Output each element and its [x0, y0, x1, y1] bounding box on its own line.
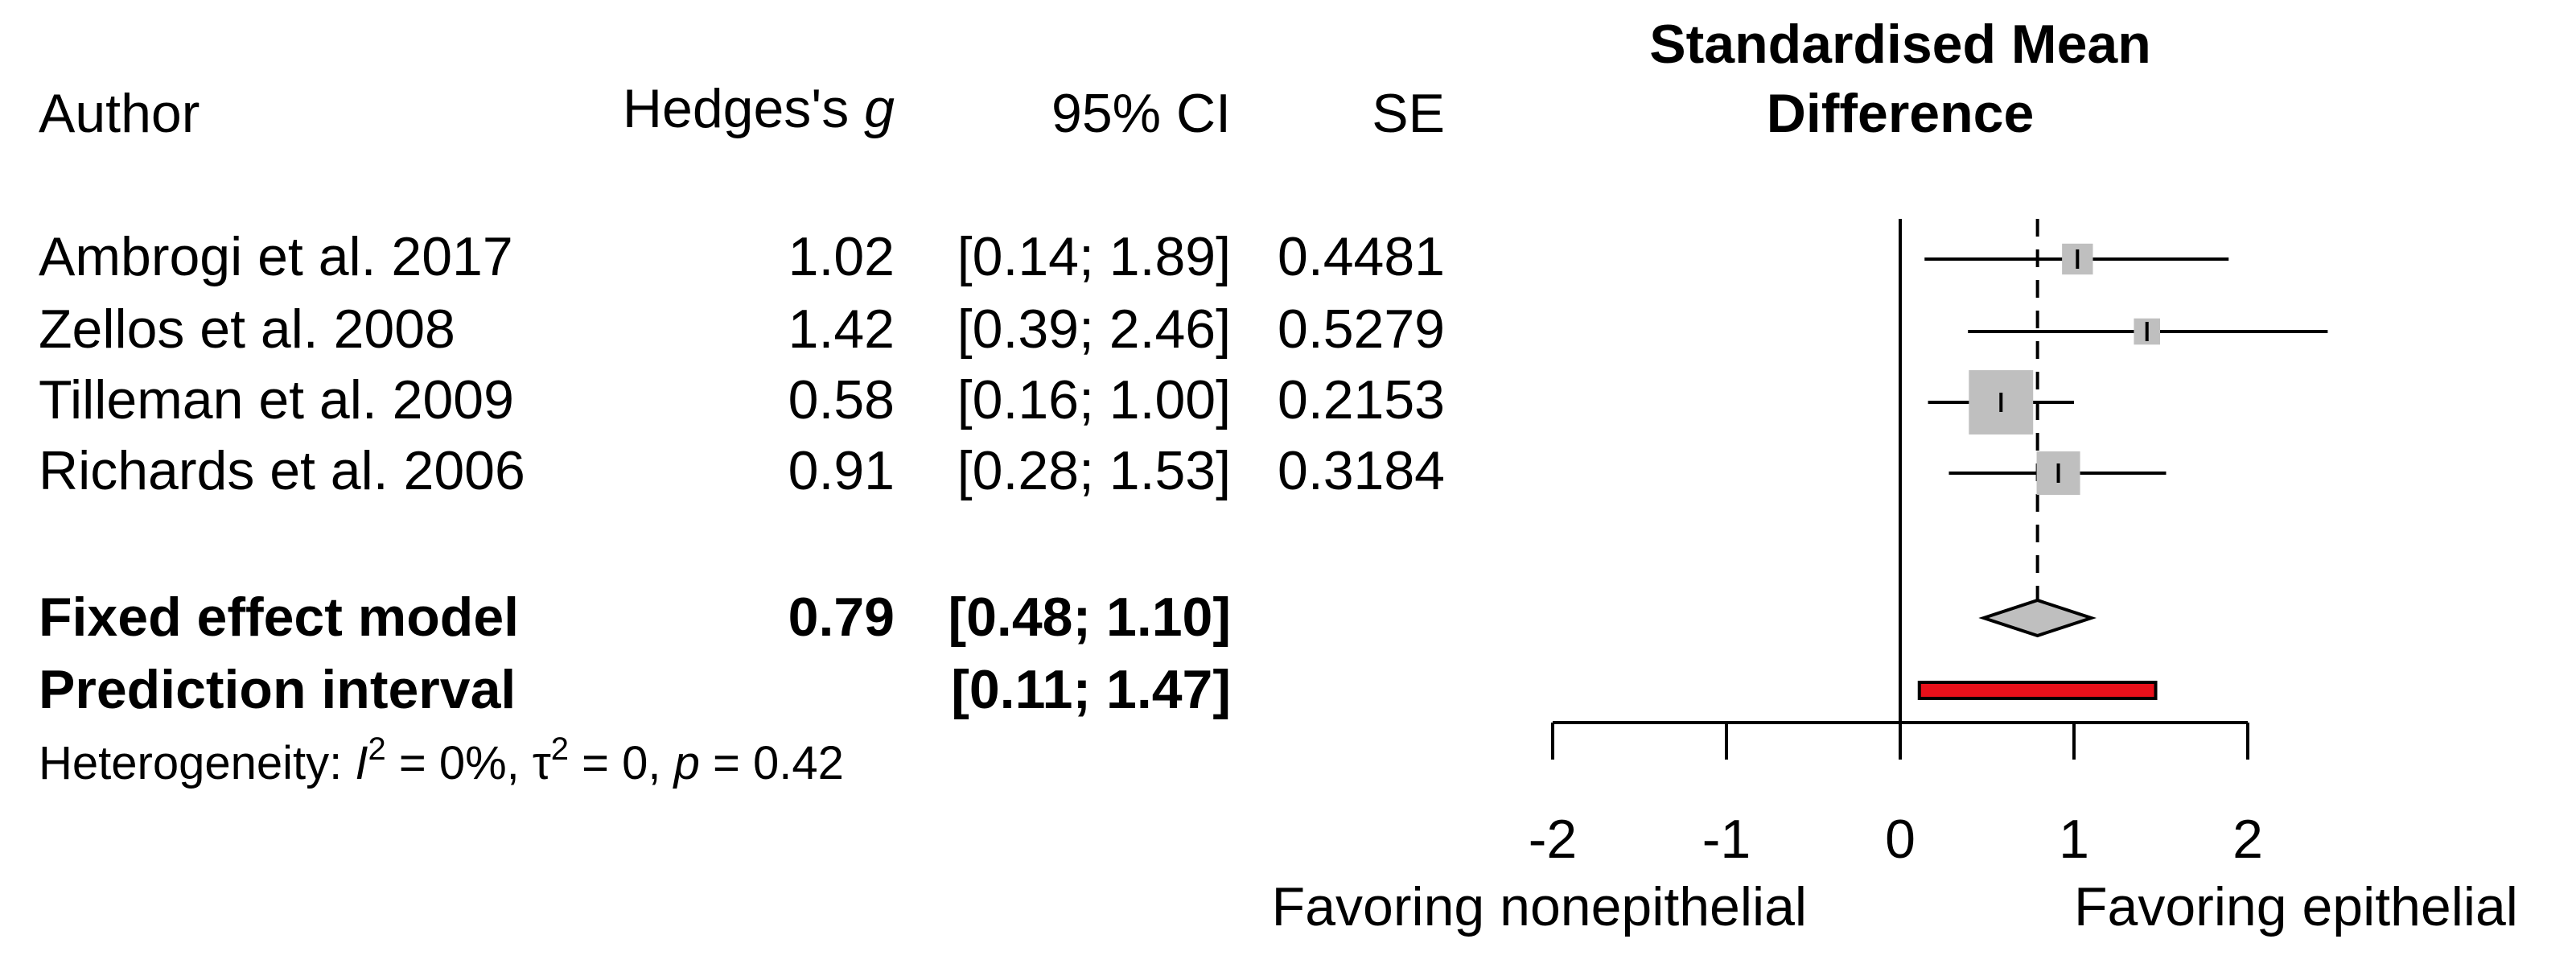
x-tick-label: -2: [1529, 809, 1577, 870]
study-g: 0.91: [788, 440, 895, 501]
prediction-label: Prediction interval: [39, 659, 516, 720]
study-g: 0.58: [788, 369, 895, 430]
study-g: 1.02: [788, 226, 895, 287]
study-ci: [0.14; 1.89]: [957, 226, 1231, 287]
study-author: Tilleman et al. 2009: [39, 369, 514, 430]
pooled-diamond: [1978, 598, 2097, 638]
prediction-interval-bar: [1917, 681, 2158, 700]
x-tick-label: -1: [1702, 809, 1751, 870]
effect-column-header: Hedges's g: [623, 78, 895, 139]
pooled-g: 0.79: [788, 587, 895, 648]
se-column-header: SE: [1372, 83, 1445, 144]
x-axis-labels: -2 -1 0 1 2: [1529, 809, 2263, 870]
study-ci: [0.28; 1.53]: [957, 440, 1231, 501]
study-se: 0.2153: [1278, 369, 1445, 430]
study-g: 1.42: [788, 299, 895, 360]
plot-area: [1551, 219, 2328, 760]
pooled-label: Fixed effect model: [39, 587, 519, 648]
study-ci: [0.16; 1.00]: [957, 369, 1231, 430]
chart-title-line-1: Standardised Mean: [1649, 14, 2151, 75]
favoring-right-label: Favoring epithelial: [2074, 876, 2518, 937]
heterogeneity-text: Heterogeneity: I2 = 0%, τ2 = 0, p = 0.42: [39, 731, 844, 789]
prediction-ci: [0.11; 1.47]: [951, 659, 1231, 720]
study-author: Ambrogi et al. 2017: [39, 226, 513, 287]
study-rows: Ambrogi et al. 2017 1.02 [0.14; 1.89] 0.…: [39, 226, 1445, 501]
x-tick-label: 1: [2059, 809, 2089, 870]
study-se: 0.5279: [1278, 299, 1445, 360]
study-author: Zellos et al. 2008: [39, 299, 455, 360]
x-tick-label: 0: [1885, 809, 1916, 870]
author-column-header: Author: [39, 83, 200, 144]
study-author: Richards et al. 2006: [39, 440, 525, 501]
study-se: 0.4481: [1278, 226, 1445, 287]
study-ci: [0.39; 2.46]: [957, 299, 1231, 360]
favoring-left-label: Favoring nonepithelial: [1272, 876, 1807, 937]
ci-column-header: 95% CI: [1051, 83, 1231, 144]
pooled-ci: [0.48; 1.10]: [948, 587, 1231, 648]
chart-title-line-2: Difference: [1767, 83, 2035, 144]
study-se: 0.3184: [1278, 440, 1445, 501]
x-tick-label: 2: [2232, 809, 2263, 870]
